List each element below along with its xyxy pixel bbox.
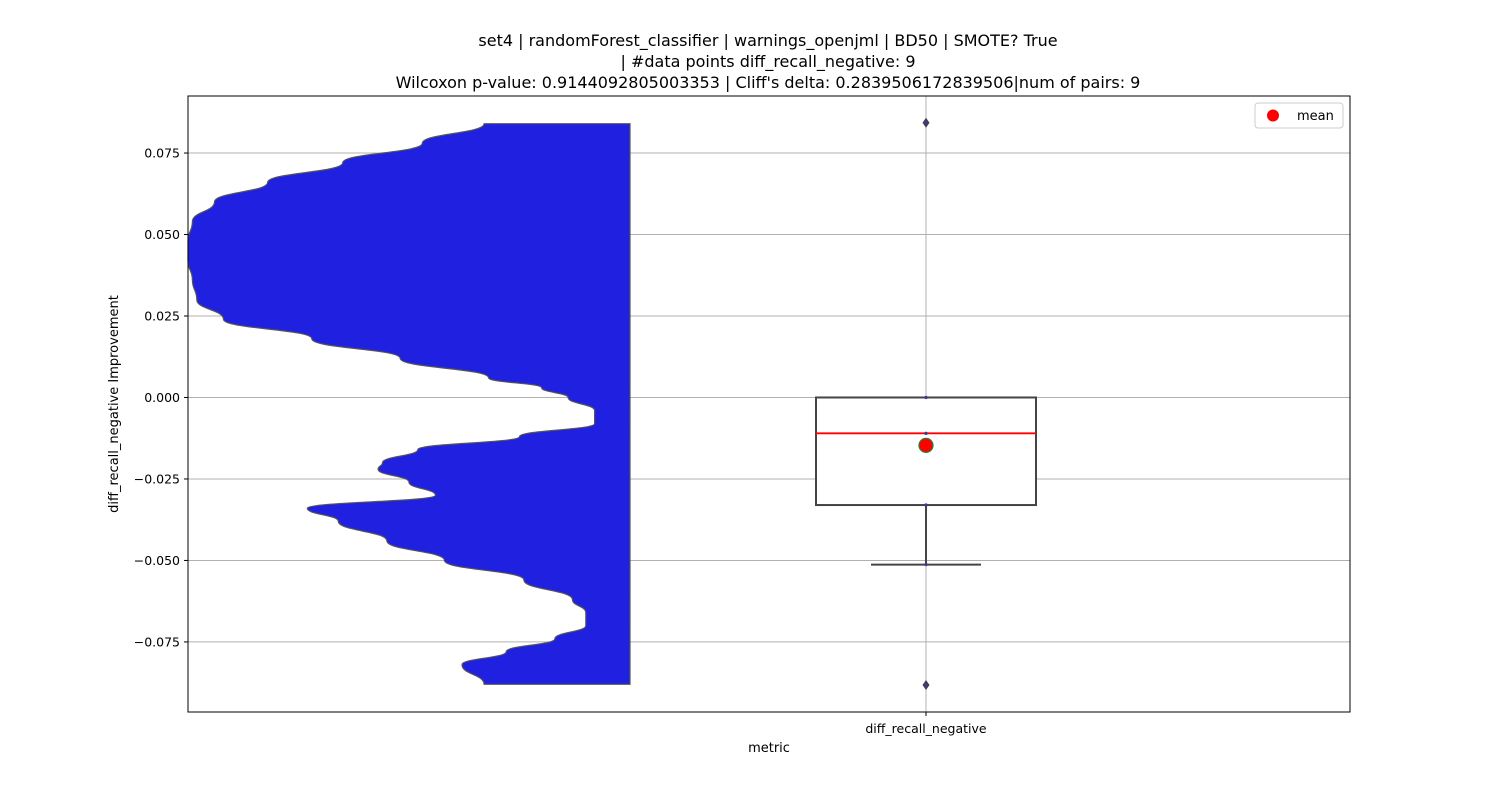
- y-tick-label: −0.075: [134, 634, 180, 649]
- plot-frame: [187, 95, 1351, 713]
- chart-title-line-3: Wilcoxon p-value: 0.9144092805003353 | C…: [396, 73, 1141, 92]
- y-tick-label: −0.025: [134, 471, 180, 486]
- legend-box: [1254, 102, 1344, 129]
- legend-mean-marker: [1267, 109, 1279, 122]
- mean-marker: [918, 437, 934, 453]
- y-tick-label: 0.050: [144, 227, 180, 242]
- data-point: [924, 503, 928, 507]
- data-point: [924, 563, 928, 567]
- data-point: [924, 683, 928, 687]
- chart-title-line-1: set4 | randomForest_classifier | warning…: [478, 31, 1057, 51]
- legend-mean-label: mean: [1297, 109, 1334, 124]
- y-tick-label: 0.000: [144, 390, 180, 405]
- x-axis-label: metric: [748, 741, 790, 756]
- violin: [187, 123, 631, 685]
- x-axis-ticks: diff_recall_negative: [865, 712, 987, 736]
- x-tick-label: diff_recall_negative: [865, 721, 987, 736]
- y-tick-label: 0.075: [144, 146, 180, 161]
- data-points: [924, 121, 928, 687]
- legend: mean: [1254, 102, 1344, 129]
- y-tick-label: 0.025: [144, 309, 180, 324]
- y-tick-label: −0.050: [134, 553, 180, 568]
- violin-body: [187, 123, 631, 685]
- y-axis-label: diff_recall_negative Improvement: [107, 295, 122, 513]
- data-point: [924, 121, 928, 125]
- data-point: [924, 395, 928, 400]
- y-axis-ticks: −0.075 −0.050 −0.025 0.000 0.025 0.050 0.075: [134, 146, 188, 649]
- chart-title-line-2: | #data points diff_recall_negative: 9: [620, 52, 915, 72]
- data-point: [924, 431, 928, 435]
- boxplot: [815, 117, 1037, 690]
